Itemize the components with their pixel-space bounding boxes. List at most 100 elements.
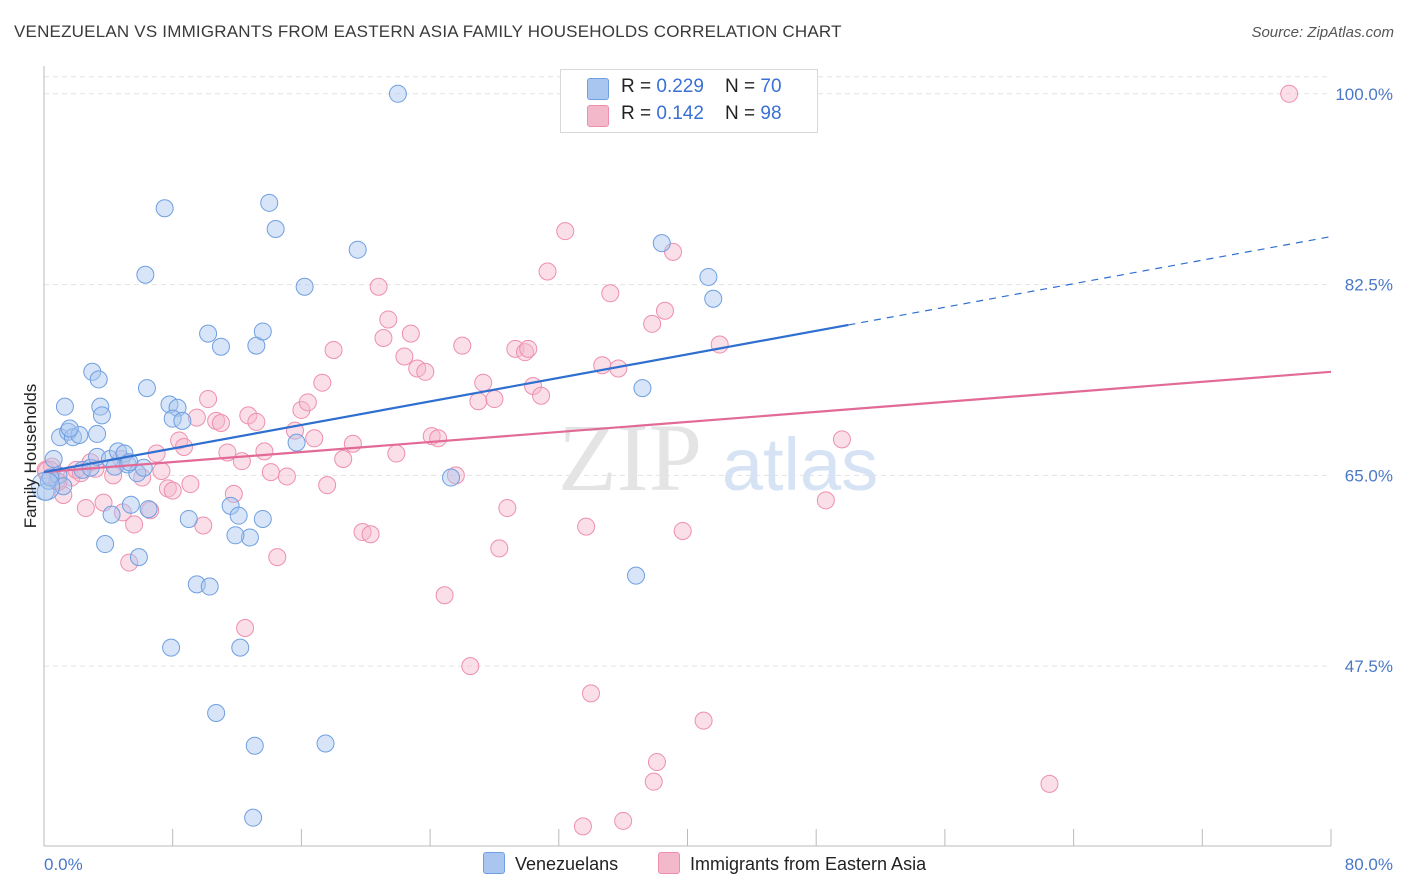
eastern-asia-point	[446, 466, 465, 485]
eastern-asia-point	[125, 515, 144, 534]
eastern-asia-point	[181, 475, 200, 494]
venezuelan-point	[70, 426, 89, 445]
eastern-asia-point	[187, 408, 206, 427]
venezuelan-point	[211, 337, 230, 356]
legend-r-value: 0.142	[656, 103, 704, 124]
bottom-legend-swatch-pink	[658, 852, 680, 874]
eastern-asia-point	[236, 618, 255, 637]
eastern-asia-point	[581, 684, 600, 703]
eastern-asia-point	[211, 414, 230, 433]
venezuelan-point	[207, 704, 226, 723]
trend-lines	[43, 236, 1332, 474]
eastern-asia-point	[556, 222, 575, 241]
venezuelan-point	[199, 324, 218, 343]
eastern-asia-point	[261, 463, 280, 482]
eastern-asia-point	[158, 479, 177, 498]
venezuelan-point	[179, 509, 198, 528]
legend-n-value: 98	[760, 103, 782, 124]
eastern-asia-point	[469, 392, 488, 411]
eastern-asia-point	[435, 586, 454, 605]
watermark-zip: ZIP	[558, 404, 702, 511]
legend-r-label: R =	[621, 103, 657, 124]
venezuelan-point	[96, 535, 115, 554]
eastern-asia-point	[324, 340, 343, 359]
eastern-asia-point	[429, 429, 448, 448]
y-axis-label: Family Households	[21, 384, 40, 529]
eastern-asia-point	[141, 501, 160, 520]
venezuelan-point	[88, 424, 107, 443]
legend-r-value: 0.229	[656, 76, 704, 97]
grid-lines	[44, 76, 1331, 667]
venezuelan-point	[348, 240, 367, 259]
venezuelan-point	[109, 442, 128, 461]
eastern-asia-point	[268, 548, 287, 567]
eastern-asia-point	[506, 339, 525, 358]
eastern-asia-point	[387, 444, 406, 463]
legend: R = 0.229 N = 70 R = 0.142 N = 98	[560, 69, 818, 133]
venezuelan-point	[266, 219, 285, 238]
venezuelan-point	[295, 277, 314, 296]
y-tick-label: 65.0%	[1345, 466, 1393, 485]
legend-n-value: 70	[760, 76, 782, 97]
eastern-asia-point	[673, 521, 692, 540]
venezuelan-point	[287, 433, 306, 452]
eastern-asia-point	[485, 390, 504, 409]
venezuelan-point	[245, 736, 264, 755]
eastern-asia-point	[374, 328, 393, 347]
series-venezuelans	[31, 84, 723, 827]
eastern-asia-point	[247, 412, 266, 431]
venezuelan-point	[155, 199, 174, 218]
venezuelan-point	[704, 289, 723, 308]
eastern-asia-point	[614, 811, 633, 830]
eastern-asia-point	[120, 553, 139, 572]
eastern-asia-point	[1040, 774, 1059, 793]
eastern-asia-point	[655, 301, 674, 320]
eastern-asia-point	[416, 362, 435, 381]
chart-title: VENEZUELAN VS IMMIGRANTS FROM EASTERN AS…	[14, 22, 842, 41]
bottom-legend-swatch-blue	[483, 852, 505, 874]
eastern-asia-point	[490, 539, 509, 558]
venezuelan-point	[244, 808, 263, 827]
legend-swatch-blue	[587, 78, 609, 100]
eastern-asia-point	[694, 711, 713, 730]
eastern-asia-point	[343, 434, 362, 453]
eastern-asia-point	[816, 491, 835, 510]
venezuelan-point	[627, 566, 646, 585]
eastern-asia-point	[453, 336, 472, 355]
eastern-asia-point	[519, 339, 538, 358]
eastern-asia-point	[292, 400, 311, 419]
eastern-asia-point	[647, 753, 666, 772]
eastern-asia-point	[516, 343, 535, 362]
chart-source: Source: ZipAtlas.com	[1251, 24, 1394, 41]
venezuelan-point	[260, 193, 279, 212]
venezuelan-point	[60, 419, 79, 438]
x-tick-label: 80.0%	[1345, 855, 1393, 874]
venezuelan-point	[633, 379, 652, 398]
venezuelan-point	[162, 638, 181, 657]
venezuelan-point	[226, 526, 245, 545]
eastern-asia-point	[498, 499, 517, 518]
eastern-asia-point	[1280, 84, 1299, 103]
venezuelan-point	[229, 506, 248, 525]
venezuelan-point	[41, 468, 60, 487]
venezuelan-point	[240, 528, 259, 547]
eastern-asia-point	[298, 393, 317, 412]
eastern-asia-point	[395, 347, 414, 366]
bottom-legend-venezuelans: Venezuelans	[483, 852, 618, 875]
venezuelan-point	[59, 422, 78, 441]
watermark-atlas: atlas	[722, 423, 878, 506]
axes	[43, 66, 1332, 847]
venezuelan-point	[92, 406, 111, 425]
eastern-asia-point	[318, 476, 337, 495]
venezuelan-point	[44, 450, 63, 468]
venezuelan-point	[139, 500, 158, 519]
bottom-legend-label: Venezuelans	[515, 854, 619, 874]
eastern-asia-point	[573, 817, 592, 836]
venezuelan-trend-extension	[848, 236, 1332, 326]
y-tick-label: 82.5%	[1345, 276, 1393, 295]
bottom-legend: Venezuelans Immigrants from Eastern Asia	[0, 852, 1406, 878]
bottom-legend-eastern-asia: Immigrants from Eastern Asia	[658, 852, 926, 875]
x-tick-label: 0.0%	[44, 855, 83, 874]
eastern-asia-point	[643, 314, 662, 333]
eastern-asia-point	[577, 517, 596, 536]
